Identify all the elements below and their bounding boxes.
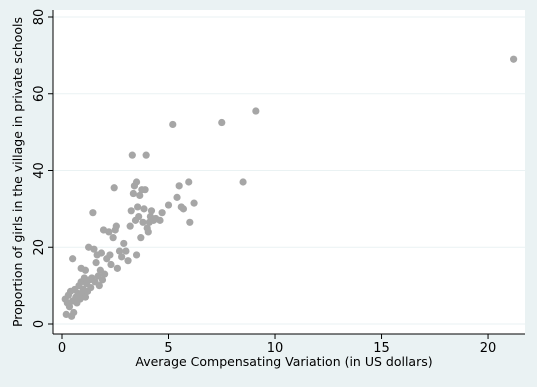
data-point [90, 245, 98, 253]
data-point [252, 107, 260, 115]
data-point [139, 218, 147, 226]
x-tick-label: 5 [164, 341, 172, 356]
data-point [65, 303, 74, 311]
data-point [137, 234, 145, 242]
data-point [69, 255, 77, 263]
data-point [129, 189, 137, 198]
data-point [136, 191, 144, 200]
data-point [134, 203, 142, 211]
axes: 0 20 40 60 80 0 5 10 15 20 [32, 9, 525, 356]
x-tick-label: 20 [480, 341, 497, 356]
data-point [112, 222, 120, 230]
data-point [126, 222, 134, 230]
data-point [87, 283, 95, 292]
data-point [115, 247, 124, 255]
data-point [81, 266, 90, 274]
data-point [97, 249, 106, 257]
data-point [92, 259, 100, 267]
x-tick-label: 15 [373, 341, 390, 356]
data-point [106, 251, 114, 259]
x-tick-label: 10 [267, 341, 284, 356]
data-point [107, 260, 115, 269]
data-point [89, 209, 97, 217]
data-point [127, 207, 135, 215]
data-point [144, 228, 152, 236]
data-point [179, 205, 188, 213]
data-point [81, 293, 90, 301]
data-point [190, 199, 198, 207]
data-point [122, 247, 130, 255]
data-point [175, 182, 183, 190]
plot-area [53, 10, 525, 334]
data-point [186, 218, 194, 226]
y-tick-label: 60 [32, 85, 47, 102]
data-point [185, 178, 193, 186]
data-point [218, 118, 226, 127]
y-tick-label: 20 [32, 239, 47, 256]
data-point [120, 239, 128, 248]
data-point [169, 120, 177, 129]
y-tick-label: 40 [32, 162, 47, 179]
data-point [510, 55, 518, 63]
data-point [140, 205, 148, 213]
data-point [109, 234, 117, 242]
data-point [141, 186, 149, 194]
data-point [239, 178, 247, 186]
y-tick-label: 80 [32, 9, 47, 26]
data-point [95, 282, 103, 290]
data-point [142, 151, 150, 159]
data-point [135, 212, 143, 221]
y-axis-title: Proportion of girls in the village in pr… [10, 17, 25, 327]
data-point [164, 201, 173, 209]
data-point [156, 216, 164, 224]
data-point [132, 178, 141, 186]
x-axis-title: Average Compensating Variation (in US do… [135, 354, 432, 369]
data-point [101, 270, 109, 278]
data-point [147, 207, 156, 215]
data-points [61, 55, 518, 320]
data-point [118, 253, 126, 261]
data-point [113, 264, 121, 272]
x-tick-label: 0 [58, 341, 66, 356]
data-point [98, 276, 107, 284]
data-point [110, 184, 118, 192]
y-tick-label: 0 [32, 320, 47, 328]
data-point [158, 209, 166, 217]
data-point [173, 193, 181, 201]
data-point [105, 228, 113, 236]
data-point [124, 257, 132, 265]
grid-lines [53, 16, 525, 325]
data-point [128, 151, 136, 159]
data-point [132, 251, 141, 259]
data-point [70, 308, 78, 317]
